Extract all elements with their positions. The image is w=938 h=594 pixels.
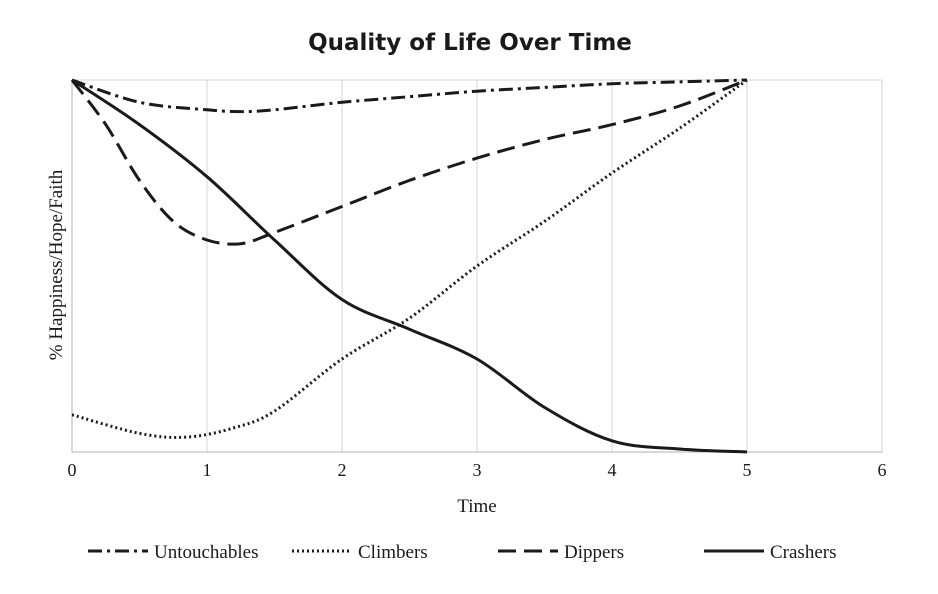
series-line-untouchables [71, 78, 748, 114]
legend-label-untouchables: Untouchables [154, 542, 258, 563]
x-axis-title: Time [457, 496, 496, 517]
x-tick-label-0: 0 [68, 460, 77, 480]
x-tick-label-5: 5 [743, 460, 752, 480]
series-line-climbers [71, 78, 748, 439]
series-line-dippers [70, 78, 748, 246]
x-tick-label-1: 1 [203, 460, 212, 480]
x-tick-label-2: 2 [338, 460, 347, 480]
series-line-crashers [71, 78, 748, 454]
legend-label-crashers: Crashers [770, 542, 836, 563]
legend: Untouchables Climbers Dippers Crashers [88, 542, 836, 563]
legend-label-dippers: Dippers [564, 542, 624, 563]
legend-label-climbers: Climbers [358, 542, 428, 563]
x-tick-label-3: 3 [473, 460, 482, 480]
grid [72, 79, 883, 452]
y-axis-title: % Happiness/Hope/Faith [46, 169, 67, 360]
chart-title: Quality of Life Over Time [308, 30, 632, 56]
series-lines [70, 78, 748, 454]
x-tick-label-6: 6 [878, 460, 887, 480]
x-tick-label-4: 4 [608, 460, 617, 480]
